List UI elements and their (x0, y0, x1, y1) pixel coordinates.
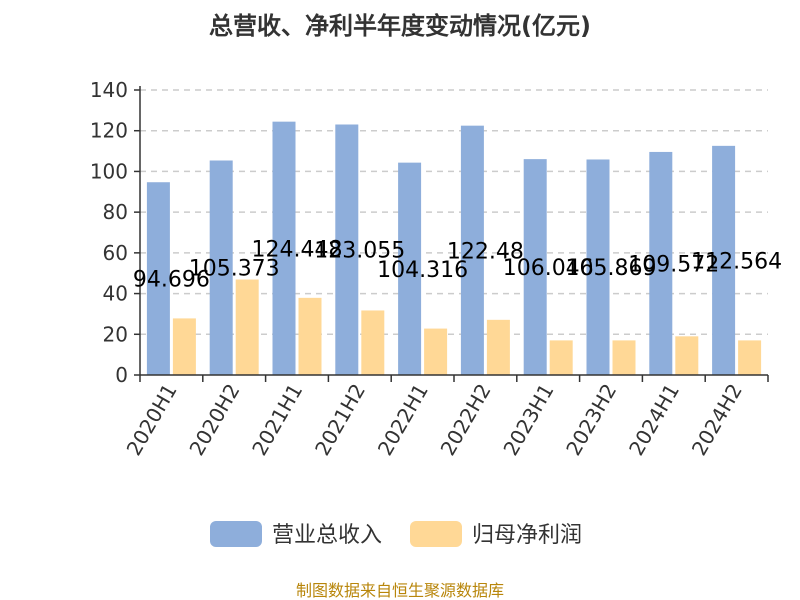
data-label-revenue: 105.869 (566, 256, 657, 281)
bar-revenue (460, 125, 484, 375)
bar-revenue (586, 159, 610, 375)
data-label-revenue: 105.373 (189, 257, 280, 282)
bar-net-profit (298, 297, 322, 375)
bar-revenue (335, 124, 359, 375)
x-tick-label: 2020H2 (184, 380, 244, 460)
bar-revenue (398, 162, 422, 375)
bar-net-profit (235, 279, 259, 375)
bar-net-profit (361, 310, 385, 375)
bar-net-profit (738, 340, 762, 375)
y-tick-label: 80 (103, 200, 128, 224)
legend-swatch (410, 521, 462, 547)
data-label-revenue: 112.564 (691, 249, 782, 274)
data-label-revenue: 109.572 (628, 252, 719, 277)
x-tick-label: 2021H2 (310, 380, 370, 460)
data-label-revenue: 124.448 (252, 237, 343, 262)
legend-swatch (210, 521, 262, 547)
bar-revenue (712, 145, 736, 375)
chart-title: 总营收、净利半年度变动情况(亿元) (209, 12, 591, 40)
x-tick-label: 2022H1 (373, 380, 433, 460)
x-tick-label: 2021H1 (247, 380, 307, 460)
legend-item[interactable]: 归母净利润 (410, 521, 582, 548)
bar-revenue (146, 182, 170, 375)
bar-revenue (272, 121, 296, 376)
source-note: 制图数据来自恒生聚源数据库 (296, 581, 504, 600)
x-tick-label: 2022H2 (436, 380, 496, 460)
bar-net-profit (172, 318, 196, 375)
bar-revenue (649, 151, 673, 375)
y-tick-label: 120 (90, 119, 128, 143)
bar-revenue (523, 159, 547, 375)
data-label-revenue: 94.696 (133, 268, 210, 293)
data-label-revenue: 106.046 (503, 256, 594, 281)
legend[interactable]: 营业总收入 归母净利润 (210, 521, 582, 548)
legend-item[interactable]: 营业总收入 (210, 521, 382, 548)
bar-net-profit (486, 319, 510, 375)
x-tick-label: 2024H2 (687, 380, 747, 460)
bar-net-profit (549, 340, 573, 375)
y-tick-label: 60 (103, 241, 128, 265)
legend-label: 归母净利润 (472, 523, 582, 548)
bar-revenue (209, 160, 233, 375)
x-tick-label: 2020H1 (122, 380, 182, 460)
y-tick-label: 140 (90, 78, 128, 102)
legend-label: 营业总收入 (272, 523, 382, 548)
y-tick-label: 0 (115, 363, 128, 387)
data-label-revenue: 122.48 (447, 239, 524, 264)
data-label-revenue: 104.316 (377, 258, 468, 283)
data-label-revenue: 123.055 (314, 239, 405, 264)
data-labels: 94.696105.373124.448123.055104.316122.48… (133, 237, 782, 292)
bar-net-profit (424, 328, 448, 375)
x-tick-label: 2024H1 (624, 380, 684, 460)
bar-net-profit (612, 340, 636, 375)
x-tick-label: 2023H1 (498, 380, 558, 460)
y-tick-label: 100 (90, 159, 128, 183)
y-tick-label: 20 (103, 322, 128, 346)
grid (140, 89, 768, 336)
y-tick-label: 40 (103, 282, 128, 306)
bar-net-profit (675, 336, 699, 375)
x-tick-label: 2023H2 (561, 380, 621, 460)
bars (146, 121, 762, 376)
